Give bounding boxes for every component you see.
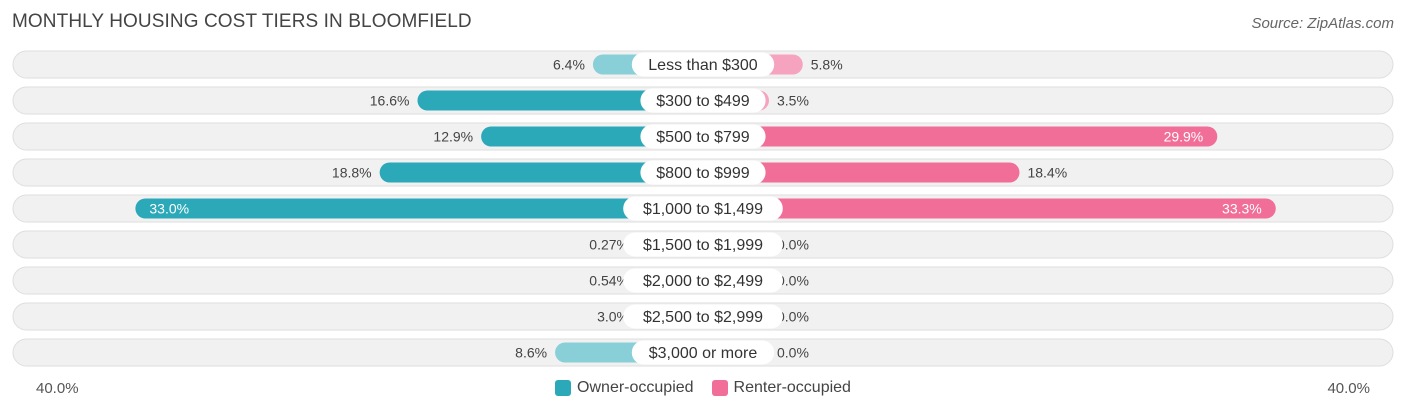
legend-renter-label: Renter-occupied <box>733 379 851 396</box>
category-label: $1,500 to $1,999 <box>643 237 763 254</box>
owner-value-label: 6.4% <box>553 57 585 73</box>
chart-title: MONTHLY HOUSING COST TIERS IN BLOOMFIELD <box>12 11 472 32</box>
renter-value-label: 18.4% <box>1027 165 1067 181</box>
owner-value-label: 3.0% <box>597 309 629 325</box>
renter-value-label: 0.0% <box>777 309 809 325</box>
legend-renter-swatch <box>711 380 728 396</box>
legend-owner-swatch <box>555 380 572 396</box>
category-label: $800 to $999 <box>656 165 750 182</box>
axis-right-label: 40.0% <box>1327 380 1370 397</box>
legend-owner: Owner-occupied <box>555 379 694 397</box>
legend: Owner-occupied Renter-occupied <box>0 379 1406 397</box>
owner-value-label: 16.6% <box>370 93 410 109</box>
axis-left-label: 40.0% <box>36 380 79 397</box>
category-label: Less than $300 <box>648 57 758 74</box>
category-label: $3,000 or more <box>649 345 758 362</box>
category-pill <box>631 52 775 77</box>
owner-value-label: 0.27% <box>589 237 629 253</box>
category-pill <box>640 124 766 149</box>
category-pill <box>631 340 775 365</box>
owner-value-label: 8.6% <box>515 345 547 361</box>
category-label: $2,000 to $2,499 <box>643 273 763 290</box>
owner-value-label: 0.54% <box>589 273 629 289</box>
category-label: $2,500 to $2,999 <box>643 309 763 326</box>
owner-bar <box>417 90 703 111</box>
category-pill <box>623 304 783 329</box>
owner-value-label: 33.0% <box>149 201 189 217</box>
category-pill <box>623 268 783 293</box>
renter-value-label: 5.8% <box>811 57 843 73</box>
renter-bar <box>703 198 1276 219</box>
housing-cost-chart: 6.4% 5.8% Less than $300 16.6% 3.5% $300 to $… <box>12 50 1394 367</box>
renter-value-label: 0.0% <box>777 345 809 361</box>
owner-bar <box>135 198 703 219</box>
owner-bar <box>379 162 703 183</box>
legend-owner-label: Owner-occupied <box>577 379 694 396</box>
category-pill <box>623 232 783 257</box>
renter-value-label: 0.0% <box>777 273 809 289</box>
category-pill <box>640 160 766 185</box>
renter-value-label: 3.5% <box>777 93 809 109</box>
renter-value-label: 29.9% <box>1164 129 1204 145</box>
category-label: $300 to $499 <box>656 93 750 110</box>
renter-value-label: 33.3% <box>1222 201 1262 217</box>
renter-bar <box>703 162 1020 183</box>
owner-value-label: 18.8% <box>332 165 372 181</box>
renter-value-label: 0.0% <box>777 237 809 253</box>
category-label: $1,000 to $1,499 <box>643 201 763 218</box>
category-label: $500 to $799 <box>656 129 750 146</box>
owner-value-label: 12.9% <box>433 129 473 145</box>
category-pill <box>640 88 766 113</box>
renter-bar <box>703 126 1218 147</box>
chart-source: Source: ZipAtlas.com <box>1251 15 1394 32</box>
legend-renter: Renter-occupied <box>711 379 851 397</box>
category-pill <box>623 196 783 221</box>
